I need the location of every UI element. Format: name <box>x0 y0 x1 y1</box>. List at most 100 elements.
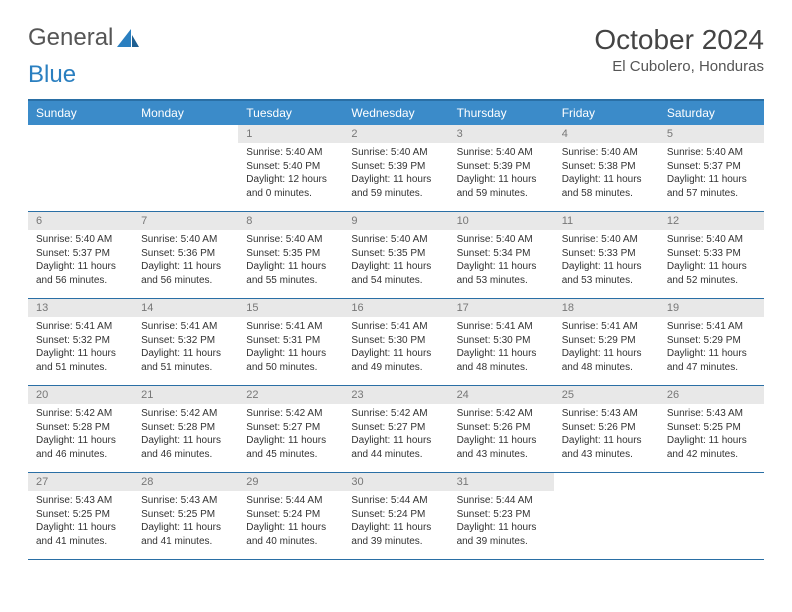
sunset-text: Sunset: 5:26 PM <box>457 421 546 435</box>
sunset-text: Sunset: 5:35 PM <box>351 247 440 261</box>
sunrise-text: Sunrise: 5:40 AM <box>141 233 230 247</box>
sunset-text: Sunset: 5:24 PM <box>246 508 335 522</box>
day-body: Sunrise: 5:42 AMSunset: 5:27 PMDaylight:… <box>343 404 448 467</box>
calendar-week-row: 1Sunrise: 5:40 AMSunset: 5:40 PMDaylight… <box>28 125 764 212</box>
calendar-day-cell: 9Sunrise: 5:40 AMSunset: 5:35 PMDaylight… <box>343 212 448 299</box>
calendar-day-cell: 16 Sunrise: 5:41 AMSunset: 5:30 PMDayligh… <box>343 299 448 386</box>
calendar-day-cell: 23Sunrise: 5:42 AMSunset: 5:27 PMDayligh… <box>343 386 448 473</box>
sunrise-text: Sunrise: 5:44 AM <box>351 494 440 508</box>
calendar-day-cell: 8Sunrise: 5:40 AMSunset: 5:35 PMDaylight… <box>238 212 343 299</box>
calendar-day-cell: 24Sunrise: 5:42 AMSunset: 5:26 PMDayligh… <box>449 386 554 473</box>
weekday-header: Friday <box>554 100 659 125</box>
title-block: October 2024 El Cubolero, Honduras <box>594 24 764 75</box>
calendar-day-cell: 13Sunrise: 5:41 AMSunset: 5:32 PMDayligh… <box>28 299 133 386</box>
day-number: 13 <box>28 299 133 317</box>
sunrise-text: Sunrise: 5:42 AM <box>351 407 440 421</box>
day-number: 4 <box>554 125 659 143</box>
sunset-text: Sunset: 5:28 PM <box>141 421 230 435</box>
daylight-text: Daylight: 11 hours and 51 minutes. <box>141 347 230 374</box>
day-number: 20 <box>28 386 133 404</box>
daylight-text: Daylight: 11 hours and 59 minutes. <box>457 173 546 200</box>
day-body: Sunrise: 5:41 AMSunset: 5:30 PMDaylight:… <box>449 317 554 380</box>
sunrise-text: Sunrise: 5:41 AM <box>351 320 440 334</box>
calendar-week-row: 27Sunrise: 5:43 AMSunset: 5:25 PMDayligh… <box>28 473 764 560</box>
day-body: Sunrise: 5:43 AMSunset: 5:26 PMDaylight:… <box>554 404 659 467</box>
sunrise-text: Sunrise: 5:40 AM <box>667 146 756 160</box>
daylight-text: Daylight: 11 hours and 48 minutes. <box>562 347 651 374</box>
daylight-text: Daylight: 11 hours and 44 minutes. <box>351 434 440 461</box>
day-number: 29 <box>238 473 343 491</box>
day-number: 27 <box>28 473 133 491</box>
sunrise-text: Sunrise: 5:40 AM <box>246 233 335 247</box>
day-number: 21 <box>133 386 238 404</box>
day-number: 2 <box>343 125 448 143</box>
sunset-text: Sunset: 5:32 PM <box>141 334 230 348</box>
calendar-week-row: 13Sunrise: 5:41 AMSunset: 5:32 PMDayligh… <box>28 299 764 386</box>
location: El Cubolero, Honduras <box>594 58 764 75</box>
sunset-text: Sunset: 5:35 PM <box>246 247 335 261</box>
day-number: 30 <box>343 473 448 491</box>
daylight-text: Daylight: 11 hours and 46 minutes. <box>141 434 230 461</box>
calendar-day-cell: 29Sunrise: 5:44 AMSunset: 5:24 PMDayligh… <box>238 473 343 560</box>
daylight-text: Daylight: 11 hours and 49 minutes. <box>351 347 440 374</box>
day-number: 28 <box>133 473 238 491</box>
day-body: Sunrise: 5:41 AMSunset: 5:29 PMDaylight:… <box>659 317 764 380</box>
calendar-day-cell: 12Sunrise: 5:40 AMSunset: 5:33 PMDayligh… <box>659 212 764 299</box>
calendar-day-cell: 7Sunrise: 5:40 AMSunset: 5:36 PMDaylight… <box>133 212 238 299</box>
sunrise-text: Sunrise: 5:40 AM <box>351 146 440 160</box>
day-number: 18 <box>554 299 659 317</box>
daylight-text: Daylight: 11 hours and 57 minutes. <box>667 173 756 200</box>
weekday-header-row: Sunday Monday Tuesday Wednesday Thursday… <box>28 100 764 125</box>
daylight-text: Daylight: 11 hours and 50 minutes. <box>246 347 335 374</box>
daylight-text: Daylight: 11 hours and 56 minutes. <box>36 260 125 287</box>
sunrise-text: Sunrise: 5:41 AM <box>36 320 125 334</box>
daylight-text: Daylight: 11 hours and 59 minutes. <box>351 173 440 200</box>
day-body: Sunrise: 5:43 AMSunset: 5:25 PMDaylight:… <box>659 404 764 467</box>
sunset-text: Sunset: 5:25 PM <box>667 421 756 435</box>
day-body: Sunrise: 5:42 AMSunset: 5:26 PMDaylight:… <box>449 404 554 467</box>
day-number: 7 <box>133 212 238 230</box>
calendar-day-cell: 18Sunrise: 5:41 AMSunset: 5:29 PMDayligh… <box>554 299 659 386</box>
day-number: 8 <box>238 212 343 230</box>
sunset-text: Sunset: 5:36 PM <box>141 247 230 261</box>
weekday-header: Thursday <box>449 100 554 125</box>
calendar-day-cell: 5Sunrise: 5:40 AMSunset: 5:37 PMDaylight… <box>659 125 764 212</box>
calendar-day-cell: 2Sunrise: 5:40 AMSunset: 5:39 PMDaylight… <box>343 125 448 212</box>
sunrise-text: Sunrise: 5:41 AM <box>667 320 756 334</box>
calendar-day-cell <box>133 125 238 212</box>
day-body: Sunrise: 5:40 AMSunset: 5:39 PMDaylight:… <box>449 143 554 206</box>
sunset-text: Sunset: 5:28 PM <box>36 421 125 435</box>
daylight-text: Daylight: 11 hours and 54 minutes. <box>351 260 440 287</box>
sunrise-text: Sunrise: 5:41 AM <box>141 320 230 334</box>
sunset-text: Sunset: 5:29 PM <box>667 334 756 348</box>
day-number: 16 <box>343 299 448 317</box>
sunrise-text: Sunrise: 5:44 AM <box>457 494 546 508</box>
sunrise-text: Sunrise: 5:42 AM <box>457 407 546 421</box>
calendar-day-cell: 11Sunrise: 5:40 AMSunset: 5:33 PMDayligh… <box>554 212 659 299</box>
day-body: Sunrise: 5:40 AMSunset: 5:37 PMDaylight:… <box>659 143 764 206</box>
calendar-day-cell: 26Sunrise: 5:43 AMSunset: 5:25 PMDayligh… <box>659 386 764 473</box>
day-body: Sunrise: 5:41 AMSunset: 5:29 PMDaylight:… <box>554 317 659 380</box>
sunrise-text: Sunrise: 5:40 AM <box>246 146 335 160</box>
sunrise-text: Sunrise: 5:40 AM <box>457 233 546 247</box>
daylight-text: Daylight: 11 hours and 41 minutes. <box>141 521 230 548</box>
sunrise-text: Sunrise: 5:43 AM <box>36 494 125 508</box>
weekday-header: Saturday <box>659 100 764 125</box>
sunset-text: Sunset: 5:30 PM <box>351 334 440 348</box>
sunrise-text: Sunrise: 5:40 AM <box>351 233 440 247</box>
day-body: Sunrise: 5:44 AMSunset: 5:23 PMDaylight:… <box>449 491 554 554</box>
weekday-header: Tuesday <box>238 100 343 125</box>
calendar-day-cell: 30Sunrise: 5:44 AMSunset: 5:24 PMDayligh… <box>343 473 448 560</box>
day-number: 5 <box>659 125 764 143</box>
day-body: Sunrise: 5:40 AMSunset: 5:36 PMDaylight:… <box>133 230 238 293</box>
day-body: Sunrise: 5:40 AMSunset: 5:33 PMDaylight:… <box>659 230 764 293</box>
sunset-text: Sunset: 5:37 PM <box>667 160 756 174</box>
day-number: 6 <box>28 212 133 230</box>
daylight-text: Daylight: 11 hours and 47 minutes. <box>667 347 756 374</box>
calendar-day-cell: 17Sunrise: 5:41 AMSunset: 5:30 PMDayligh… <box>449 299 554 386</box>
calendar-day-cell: 1Sunrise: 5:40 AMSunset: 5:40 PMDaylight… <box>238 125 343 212</box>
daylight-text: Daylight: 11 hours and 48 minutes. <box>457 347 546 374</box>
weekday-header: Wednesday <box>343 100 448 125</box>
daylight-text: Daylight: 11 hours and 40 minutes. <box>246 521 335 548</box>
sunrise-text: Sunrise: 5:43 AM <box>141 494 230 508</box>
